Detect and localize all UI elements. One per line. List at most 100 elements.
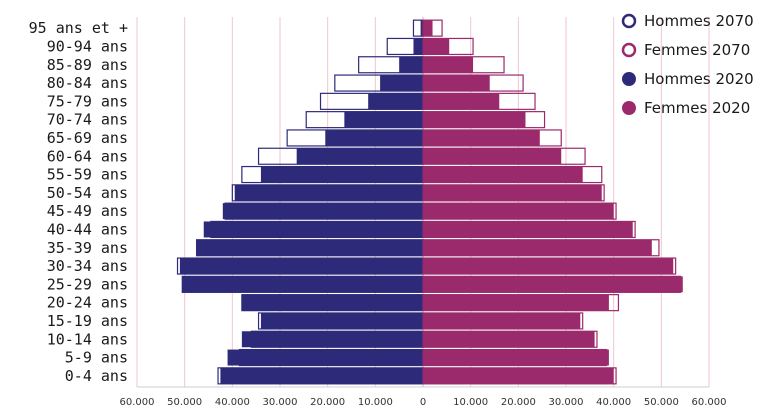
age-label-75-79-ans: 75-79 ans xyxy=(47,92,128,110)
bar-hommes-2020-70-74-ans xyxy=(344,111,423,128)
bar-femmes-2070-50-54-ans xyxy=(422,184,605,202)
age-label-50-54-ans: 50-54 ans xyxy=(47,184,128,202)
bar-femmes-2020-30-34-ans xyxy=(423,258,674,275)
bar-hommes-2020-55-59-ans xyxy=(260,166,423,183)
bar-femmes-2070-90-94-ans xyxy=(422,37,474,56)
bar-femmes-2070-10-14-ans xyxy=(422,330,598,348)
x-tick-label: 60.000 xyxy=(120,397,155,408)
bar-hommes-2020-50-54-ans xyxy=(234,184,423,201)
x-tick-label: 20.000 xyxy=(310,397,345,408)
x-tick-label: 30.000 xyxy=(549,397,584,408)
age-label-60-64-ans: 60-64 ans xyxy=(47,147,128,165)
legend-marker-femmes-2070 xyxy=(621,42,637,58)
bar-hommes-2020-20-24-ans xyxy=(241,294,423,311)
bar-hommes-2020-90-94-ans xyxy=(413,38,423,55)
bar-femmes-2070-45-49-ans xyxy=(422,202,617,220)
age-label-80-84-ans: 80-84 ans xyxy=(47,74,128,92)
bar-femmes-2020-95-ans-et xyxy=(423,20,433,37)
age-label-20-24-ans: 20-24 ans xyxy=(47,294,128,312)
bar-hommes-2020-0-4-ans xyxy=(220,367,423,384)
bar-femmes-2070-75-79-ans xyxy=(422,92,536,110)
bar-hommes-2020-85-89-ans xyxy=(399,56,423,73)
age-label-45-49-ans: 45-49 ans xyxy=(47,202,128,220)
bar-femmes-2020-65-69-ans xyxy=(423,129,540,146)
bar-femmes-2020-55-59-ans xyxy=(423,166,583,183)
x-tick-label: 30.000 xyxy=(263,397,298,408)
bar-femmes-2070-55-59-ans xyxy=(422,165,603,184)
bar-femmes-2020-15-19-ans xyxy=(423,312,581,329)
age-label-95-ans-et: 95 ans et + xyxy=(29,19,128,37)
bar-femmes-2070-65-69-ans xyxy=(422,129,562,147)
bar-femmes-2020-60-64-ans xyxy=(423,148,562,165)
bar-femmes-2070-85-89-ans xyxy=(422,56,505,74)
bar-hommes-2020-10-14-ans xyxy=(241,331,423,348)
bar-femmes-2070-0-4-ans xyxy=(422,367,617,385)
bar-femmes-2020-50-54-ans xyxy=(423,184,602,201)
bar-hommes-2020-40-44-ans xyxy=(203,221,423,238)
bar-femmes-2020-35-39-ans xyxy=(423,239,652,256)
age-label-25-29-ans: 25-29 ans xyxy=(47,275,128,293)
bar-femmes-2020-75-79-ans xyxy=(423,93,500,110)
bar-hommes-2020-15-19-ans xyxy=(260,312,423,329)
bar-femmes-2070-70-74-ans xyxy=(422,111,546,129)
x-tick-label: 0 xyxy=(420,397,426,408)
x-axis: 60.000 50.000 40.000 30.000 20.000 10.000 0 10.… xyxy=(120,386,727,408)
age-label-35-39-ans: 35-39 ans xyxy=(47,239,128,257)
x-tick-label: 60.000 xyxy=(692,397,727,408)
age-label-70-74-ans: 70-74 ans xyxy=(47,111,128,129)
bar-hommes-2020-35-39-ans xyxy=(196,239,423,256)
age-label-55-59-ans: 55-59 ans xyxy=(47,166,128,184)
bar-femmes-2020-10-14-ans xyxy=(423,331,595,348)
legend-marker-femmes-2020 xyxy=(622,101,636,115)
legend-marker-hommes-2070 xyxy=(621,13,637,29)
legend-label-hommes-2020: Hommes 2020 xyxy=(644,70,754,88)
bar-femmes-2020-20-24-ans xyxy=(423,294,609,311)
x-tick-label: 50.000 xyxy=(167,397,202,408)
bar-femmes-2070-80-84-ans xyxy=(422,74,524,92)
bars xyxy=(176,19,683,385)
legend-label-hommes-2070: Hommes 2070 xyxy=(644,12,754,30)
x-tick-label: 40.000 xyxy=(215,397,250,408)
age-label-65-69-ans: 65-69 ans xyxy=(47,129,128,147)
bar-femmes-2020-90-94-ans xyxy=(423,38,450,55)
bar-hommes-2020-80-84-ans xyxy=(380,75,423,92)
age-label-30-34-ans: 30-34 ans xyxy=(47,257,128,275)
age-label-85-89-ans: 85-89 ans xyxy=(47,56,128,74)
bar-hommes-2020-95-ans-et xyxy=(420,20,423,37)
bar-hommes-2020-5-9-ans xyxy=(227,349,423,366)
age-label-0-4-ans: 0-4 ans xyxy=(65,367,128,385)
age-label-90-94-ans: 90-94 ans xyxy=(47,37,128,55)
bar-femmes-2020-45-49-ans xyxy=(423,203,614,220)
bar-hommes-2020-75-79-ans xyxy=(368,93,423,110)
bar-femmes-2020-5-9-ans xyxy=(423,349,609,366)
bar-femmes-2070-5-9-ans xyxy=(422,348,608,367)
bar-femmes-2070-30-34-ans xyxy=(422,257,677,275)
bar-femmes-2070-20-24-ans xyxy=(422,294,620,312)
bar-femmes-2020-0-4-ans xyxy=(423,367,614,384)
bar-femmes-2020-85-89-ans xyxy=(423,56,474,73)
legend: Hommes 2070 Femmes 2070 Hommes 2020 Femmes … xyxy=(621,12,754,117)
x-tick-label: 20.000 xyxy=(501,397,536,408)
age-label-40-44-ans: 40-44 ans xyxy=(47,220,128,238)
bar-hommes-2020-65-69-ans xyxy=(325,129,423,146)
bar-femmes-2020-80-84-ans xyxy=(423,75,490,92)
legend-marker-hommes-2020 xyxy=(622,72,636,86)
x-tick-label: 10.000 xyxy=(453,397,488,408)
bar-femmes-2070-25-29-ans xyxy=(422,275,681,293)
legend-label-femmes-2020: Femmes 2020 xyxy=(644,99,750,117)
x-tick-label: 10.000 xyxy=(358,397,393,408)
age-label-15-19-ans: 15-19 ans xyxy=(47,312,128,330)
bar-femmes-2070-40-44-ans xyxy=(422,220,636,239)
bar-hommes-2020-45-49-ans xyxy=(222,203,423,220)
bar-hommes-2020-60-64-ans xyxy=(296,148,423,165)
bar-femmes-2070-95-ans-et xyxy=(422,19,443,37)
bar-hommes-2020-25-29-ans xyxy=(182,276,423,293)
bar-femmes-2020-40-44-ans xyxy=(423,221,633,238)
bar-femmes-2020-25-29-ans xyxy=(423,276,683,293)
x-tick-label: 50.000 xyxy=(644,397,679,408)
bar-femmes-2070-60-64-ans xyxy=(422,147,586,165)
bar-femmes-2070-15-19-ans xyxy=(422,312,584,330)
bar-femmes-2070-35-39-ans xyxy=(422,239,660,257)
